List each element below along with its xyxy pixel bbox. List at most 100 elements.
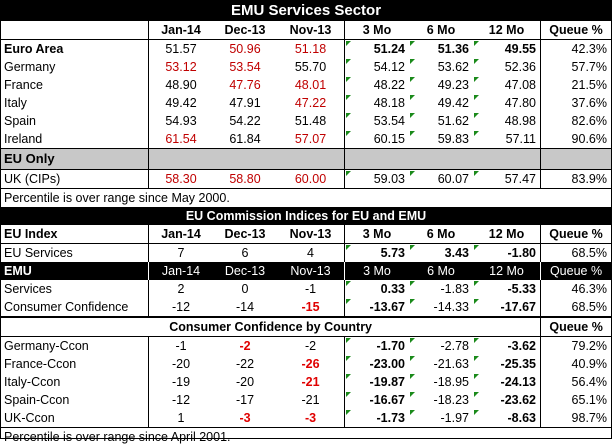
cell: 57.47 [473, 170, 541, 188]
cell: -21.63 [409, 355, 473, 373]
row-label: UK-Ccon [1, 409, 149, 427]
cell: -19.87 [345, 373, 409, 391]
section-title: EU Commission Indices for EU and EMU [1, 207, 611, 225]
cell: 51.48 [277, 112, 345, 130]
cell: 57.7% [571, 60, 607, 74]
cell: -2 [239, 339, 251, 353]
cell: 52.36 [473, 58, 541, 76]
cell: 54.22 [229, 114, 261, 128]
cell: 60.00 [277, 170, 345, 188]
cell: 55.70 [277, 58, 345, 76]
cell: -14.33 [409, 298, 473, 316]
cell: 40.9% [571, 357, 607, 371]
header-col: 3 Mo [363, 264, 391, 278]
cell: 59.03 [345, 170, 409, 188]
header-col: Nov-13 [277, 21, 345, 39]
column-header-row: EU Index Jan-14 Dec-13 Nov-13 3 Mo 6 Mo … [1, 225, 611, 243]
cell: 53.12 [165, 60, 197, 74]
cell: -1.97 [409, 409, 473, 427]
cell: 4 [277, 244, 345, 262]
row-label: Spain-Ccon [1, 391, 149, 409]
cell: 58.30 [165, 172, 197, 186]
header-col: Queue % [549, 23, 603, 37]
table-row: Euro Area 51.57 50.96 51.18 51.24 51.36 … [1, 39, 611, 58]
cell: 79.2% [571, 339, 607, 353]
row-label: France-Ccon [1, 355, 149, 373]
row-label: Germany [1, 58, 149, 76]
cell: 98.7% [571, 411, 607, 425]
cell: -1.83 [409, 280, 473, 298]
header-col: Jan-14 [161, 23, 201, 37]
cell: -21 [277, 391, 345, 409]
cell: -12 [171, 300, 191, 314]
header-col: Dec-13 [224, 23, 266, 37]
section-title: Consumer Confidence by Country [1, 318, 542, 336]
header-col: 3 Mo [362, 23, 392, 37]
eu-only-label: EU Only [1, 149, 149, 169]
cell: 53.54 [345, 112, 409, 130]
cell: 1 [177, 411, 185, 425]
cell: -18.23 [409, 391, 473, 409]
cell: -15 [277, 298, 345, 316]
table-row: EU Services 7 6 4 5.73 3.43 -1.80 68.5% [1, 243, 611, 262]
row-label: Services [1, 280, 149, 298]
table-row: Ireland 61.54 61.84 57.07 60.15 59.83 57… [1, 130, 611, 148]
table-row: UK (CIPs) 58.30 58.80 60.00 59.03 60.07 … [1, 169, 611, 188]
footnote: Percentile is over range since April 200… [1, 427, 611, 446]
cell: 46.3% [571, 282, 607, 296]
header-col: 6 Mo [427, 264, 455, 278]
cell: -3 [239, 411, 251, 425]
cell: -26 [277, 355, 345, 373]
header-label: EU Index [1, 225, 149, 243]
cell: -20 [235, 375, 255, 389]
cell: 48.22 [345, 76, 409, 94]
table-row: Germany 53.12 53.54 55.70 54.12 53.62 52… [1, 58, 611, 76]
table-row: Germany-Ccon -1 -2 -2 -1.70 -2.78 -3.62 … [1, 336, 611, 355]
column-header-row: Jan-14 Dec-13 Nov-13 3 Mo 6 Mo 12 Mo Que… [1, 21, 611, 39]
cell: -23.00 [345, 355, 409, 373]
cell: 48.01 [277, 76, 345, 94]
row-label: Ireland [1, 130, 149, 148]
cell: 7 [177, 246, 185, 260]
cell: 57.07 [277, 130, 345, 148]
table-row: France-Ccon -20 -22 -26 -23.00 -21.63 -2… [1, 355, 611, 373]
header-col: Nov-13 [277, 262, 345, 280]
cell: 51.18 [277, 40, 345, 58]
cell: -17 [235, 393, 255, 407]
cell: 90.6% [571, 132, 607, 146]
header-col: Jan-14 [161, 264, 201, 278]
cell: 47.08 [473, 76, 541, 94]
row-label: UK (CIPs) [1, 170, 149, 188]
cell: -1.70 [345, 337, 409, 355]
cell: -1 [277, 280, 345, 298]
header-col: 12 Mo [473, 21, 541, 39]
emu-header-row: EMU Jan-14 Dec-13 Nov-13 3 Mo 6 Mo 12 Mo… [1, 262, 611, 280]
cell: -22 [235, 357, 255, 371]
table-row: Consumer Confidence -12 -14 -15 -13.67 -… [1, 298, 611, 316]
cell: 68.5% [571, 246, 607, 260]
cell: -21 [277, 373, 345, 391]
table-title: EMU Services Sector [1, 1, 611, 21]
cell: -5.33 [473, 280, 541, 298]
header-col: 6 Mo [426, 227, 456, 241]
cell: 54.12 [345, 58, 409, 76]
cell: 58.80 [229, 172, 261, 186]
cell: 83.9% [571, 172, 607, 186]
cell: -23.62 [473, 391, 541, 409]
cell: 47.91 [229, 96, 261, 110]
cell: -1.73 [345, 409, 409, 427]
cell: -13.67 [345, 298, 409, 316]
cell: 47.80 [473, 94, 541, 112]
cell: 0.33 [345, 280, 409, 298]
cell: -20 [171, 357, 191, 371]
row-label: Italy [1, 94, 149, 112]
cell: 53.62 [409, 58, 473, 76]
cell: 48.90 [165, 78, 197, 92]
cell: 2 [177, 282, 185, 296]
header-col: Queue % [549, 264, 603, 278]
cell: 60.15 [345, 130, 409, 148]
cell: 49.55 [473, 40, 541, 58]
table-row: UK-Ccon 1 -3 -3 -1.73 -1.97 -8.63 98.7% [1, 409, 611, 427]
cell: -3 [277, 409, 345, 427]
cell: 53.54 [229, 60, 261, 74]
